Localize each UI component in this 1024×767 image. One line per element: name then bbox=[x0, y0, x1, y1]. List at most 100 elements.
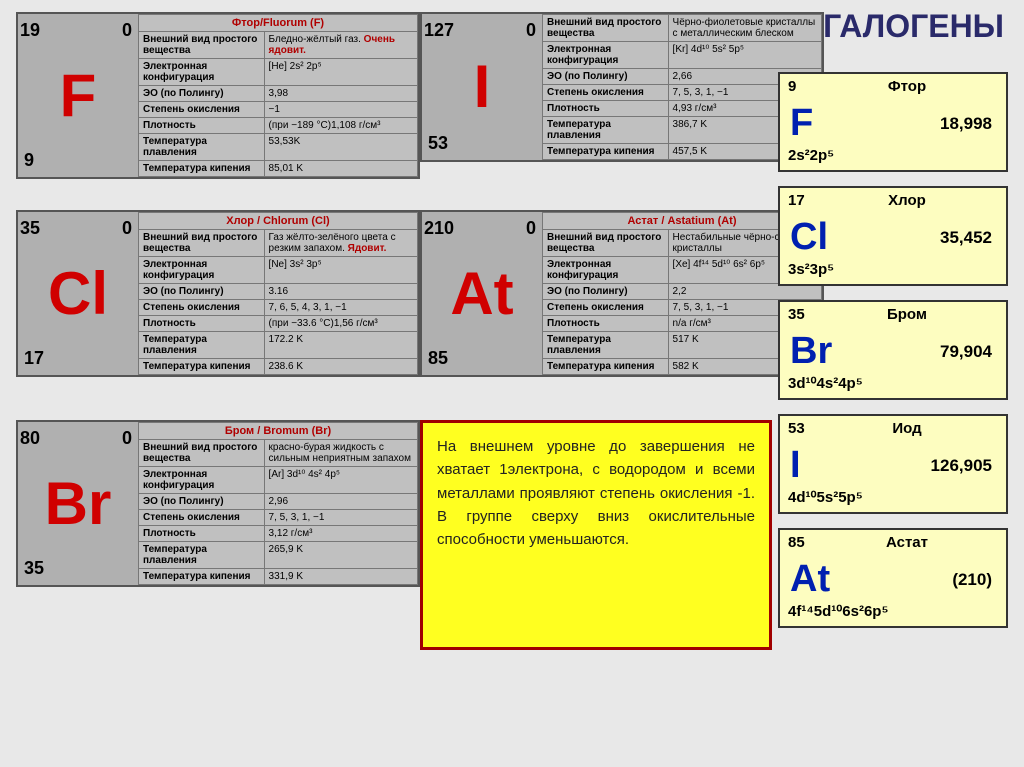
element-header: Бром / Bromum (Br) bbox=[139, 423, 418, 440]
row-label: Степень окисления bbox=[139, 102, 265, 118]
pc-atomic-number: 17 bbox=[788, 192, 805, 209]
row-label: Внешний вид простого вещества bbox=[139, 32, 265, 59]
row-label: Температура плавления bbox=[543, 332, 669, 359]
row-value: 3,12 г/см³ bbox=[264, 526, 417, 542]
element-symbol: Cl bbox=[48, 264, 108, 324]
row-label: Температура плавления bbox=[543, 117, 669, 144]
row-value: (при −189 °C)1,108 г/см³ bbox=[264, 118, 417, 134]
mass-number: 35 bbox=[20, 218, 40, 239]
properties-table: Бром / Bromum (Br) Внешний вид простого … bbox=[138, 422, 418, 585]
element-card-Br: 80 0 Br 35 Бром / Bromum (Br) Внешний ви… bbox=[16, 420, 420, 587]
pc-name: Бром bbox=[820, 306, 994, 323]
row-value: 172.2 K bbox=[264, 332, 417, 359]
row-value: 331,9 K bbox=[264, 569, 417, 585]
row-value: 238.6 K bbox=[264, 359, 417, 375]
pc-atomic-number: 9 bbox=[788, 78, 796, 95]
element-symbol-box: 35 0 Cl 17 bbox=[18, 212, 138, 375]
pc-config: 4d¹⁰5s²5p⁵ bbox=[788, 488, 863, 506]
periodic-card-F: 9 Фтор F 18,998 2s²2p⁵ bbox=[778, 72, 1008, 172]
row-value: [He] 2s² 2p⁵ bbox=[264, 59, 417, 86]
pc-atomic-number: 35 bbox=[788, 306, 805, 323]
pc-name: Астат bbox=[820, 534, 994, 551]
element-symbol: At bbox=[450, 264, 513, 324]
pc-name: Хлор bbox=[820, 192, 994, 209]
pc-mass: 35,452 bbox=[940, 228, 992, 248]
row-value: (при −33.6 °C)1,56 г/см³ bbox=[264, 316, 417, 332]
pc-config: 3s²3p⁵ bbox=[788, 261, 834, 278]
pc-mass: 18,998 bbox=[940, 114, 992, 134]
pc-config: 4f¹⁴5d¹⁰6s²6p⁵ bbox=[788, 602, 889, 620]
row-value: 53,53K bbox=[264, 134, 417, 161]
row-label: Электронная конфигурация bbox=[543, 257, 669, 284]
mass-number: 80 bbox=[20, 428, 40, 449]
atomic-number: 85 bbox=[428, 348, 448, 369]
pc-symbol: Cl bbox=[790, 216, 828, 259]
charge: 0 bbox=[122, 218, 132, 239]
atomic-number: 9 bbox=[24, 150, 34, 171]
row-value: [Kr] 4d¹⁰ 5s² 5p⁵ bbox=[668, 42, 821, 69]
row-value: 3.16 bbox=[264, 284, 417, 300]
row-label: Электронная конфигурация bbox=[139, 59, 265, 86]
pc-mass: 79,904 bbox=[940, 342, 992, 362]
periodic-card-Br: 35 Бром Br 79,904 3d¹⁰4s²4p⁵ bbox=[778, 300, 1008, 400]
row-label: Температура кипения bbox=[139, 569, 265, 585]
row-label: Внешний вид простого вещества bbox=[139, 440, 265, 467]
pc-name: Фтор bbox=[820, 78, 994, 95]
row-value: 2,96 bbox=[264, 494, 417, 510]
element-symbol-box: 127 0 I 53 bbox=[422, 14, 542, 160]
row-label: Плотность bbox=[139, 118, 265, 134]
atomic-number: 53 bbox=[428, 133, 448, 154]
row-label: Плотность bbox=[139, 526, 265, 542]
row-value: −1 bbox=[264, 102, 417, 118]
row-label: Степень окисления bbox=[139, 300, 265, 316]
row-label: Температура кипения bbox=[543, 144, 669, 160]
row-label: ЭО (по Полингу) bbox=[543, 284, 669, 300]
row-value: красно-бурая жидкость с сильным неприятн… bbox=[264, 440, 417, 467]
row-label: ЭО (по Полингу) bbox=[139, 494, 265, 510]
properties-table: Хлор / Chlorum (Cl) Внешний вид простого… bbox=[138, 212, 418, 375]
row-label: Температура плавления bbox=[139, 332, 265, 359]
element-symbol: Br bbox=[45, 474, 112, 534]
pc-mass: (210) bbox=[952, 570, 992, 590]
pc-config: 2s²2p⁵ bbox=[788, 147, 834, 164]
row-label: ЭО (по Полингу) bbox=[139, 86, 265, 102]
row-value: [Ar] 3d¹⁰ 4s² 4p⁵ bbox=[264, 467, 417, 494]
row-label: Степень окисления bbox=[543, 300, 669, 316]
mass-number: 127 bbox=[424, 20, 454, 41]
element-card-At: 210 0 At 85 Астат / Astatium (At) Внешни… bbox=[420, 210, 824, 377]
pc-name: Иод bbox=[820, 420, 994, 437]
pc-atomic-number: 53 bbox=[788, 420, 805, 437]
element-symbol: I bbox=[474, 57, 491, 117]
row-value: Газ жёлто-зелёного цвета с резким запахо… bbox=[264, 230, 417, 257]
row-value: Бледно-жёлтый газ. Очень ядовит. bbox=[264, 32, 417, 59]
charge: 0 bbox=[122, 20, 132, 41]
row-label: Электронная конфигурация bbox=[139, 257, 265, 284]
row-value: 7, 5, 3, 1, −1 bbox=[264, 510, 417, 526]
summary-note: На внешнем уровне до завершения не хвата… bbox=[420, 420, 772, 650]
row-label: Электронная конфигурация bbox=[139, 467, 265, 494]
row-label: Плотность bbox=[543, 316, 669, 332]
pc-atomic-number: 85 bbox=[788, 534, 805, 551]
row-label: Плотность bbox=[543, 101, 669, 117]
row-value: 265,9 K bbox=[264, 542, 417, 569]
element-card-Cl: 35 0 Cl 17 Хлор / Chlorum (Cl) Внешний в… bbox=[16, 210, 420, 377]
element-symbol-box: 19 0 F 9 bbox=[18, 14, 138, 177]
element-symbol-box: 80 0 Br 35 bbox=[18, 422, 138, 585]
row-label: Плотность bbox=[139, 316, 265, 332]
row-label: Степень окисления bbox=[139, 510, 265, 526]
pc-symbol: Br bbox=[790, 330, 832, 373]
pc-config: 3d¹⁰4s²4p⁵ bbox=[788, 374, 863, 392]
pc-symbol: At bbox=[790, 558, 830, 601]
charge: 0 bbox=[526, 20, 536, 41]
row-value: 7, 6, 5, 4, 3, 1, −1 bbox=[264, 300, 417, 316]
row-label: ЭО (по Полингу) bbox=[543, 69, 669, 85]
atomic-number: 35 bbox=[24, 558, 44, 579]
page-title: ГАЛОГЕНЫ bbox=[823, 8, 1004, 45]
row-label: Степень окисления bbox=[543, 85, 669, 101]
element-symbol: F bbox=[60, 66, 97, 126]
pc-symbol: I bbox=[790, 444, 801, 487]
element-card-F: 19 0 F 9 Фтор/Fluorum (F) Внешний вид пр… bbox=[16, 12, 420, 179]
row-value: [Ne] 3s² 3p⁵ bbox=[264, 257, 417, 284]
row-label: Электронная конфигурация bbox=[543, 42, 669, 69]
row-value: 85,01 K bbox=[264, 161, 417, 177]
